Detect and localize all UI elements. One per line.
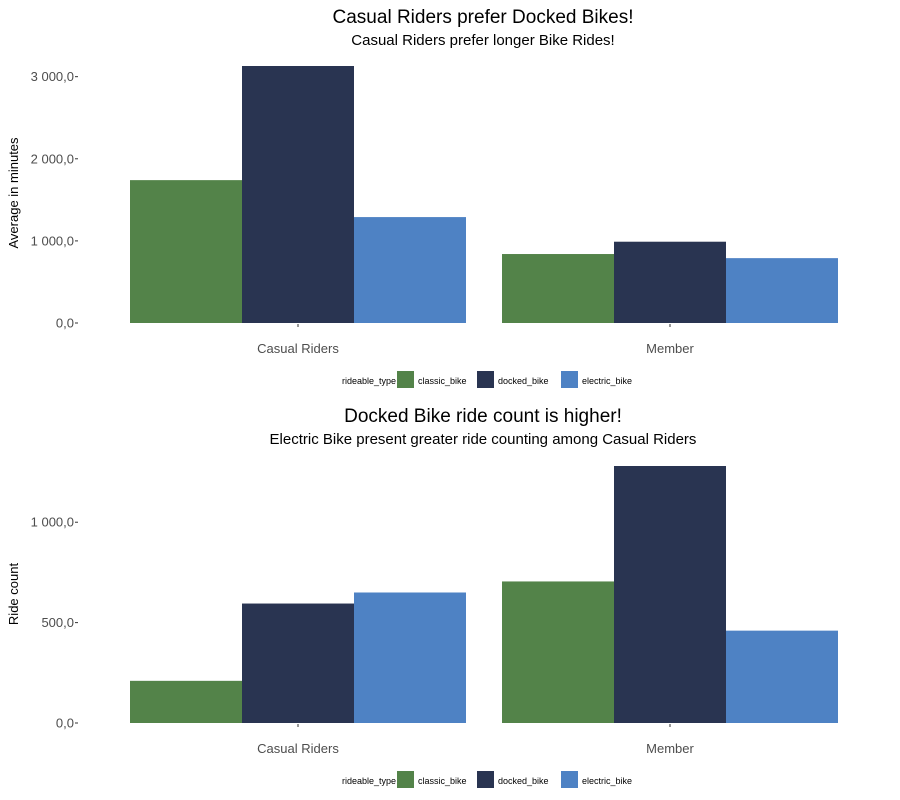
- chart-1-bar-member-electric-bike: [726, 258, 838, 323]
- chart-2-subtitle: Electric Bike present greater ride count…: [270, 431, 697, 448]
- chart-2-bars: [130, 466, 838, 723]
- chart-1-y-axis-label: Average in minutes: [6, 137, 21, 249]
- chart-1-bar-member-docked-bike: [614, 241, 726, 323]
- chart-2-bar-member-electric-bike: [726, 630, 838, 723]
- chart-2-x-tick-label-casual-riders: Casual Riders: [257, 741, 339, 756]
- chart-1-legend-label-electric-bike: electric_bike: [582, 376, 632, 386]
- chart-2-legend-key-electric-bike: [561, 771, 578, 788]
- chart-2-bar-casual-riders-docked-bike: [242, 603, 354, 723]
- chart-1-bar-casual-riders-classic-bike: [130, 180, 242, 323]
- chart-2-title: Docked Bike ride count is higher!: [344, 406, 622, 427]
- chart-2: Docked Bike ride count is higher! Electr…: [6, 406, 838, 788]
- chart-1-subtitle: Casual Riders prefer longer Bike Rides!: [351, 32, 614, 49]
- chart-2-bar-casual-riders-classic-bike: [130, 680, 242, 723]
- chart-1-legend-label-docked-bike: docked_bike: [498, 376, 549, 386]
- chart-1-legend-key-electric-bike: [561, 371, 578, 388]
- chart-2-bar-casual-riders-electric-bike: [354, 592, 466, 723]
- chart-1-x-tick-label-member: Member: [646, 341, 694, 356]
- chart-2-legend-label-docked-bike: docked_bike: [498, 776, 549, 786]
- chart-1-legend-label-classic-bike: classic_bike: [418, 376, 467, 386]
- chart-2-y-axis-label: Ride count: [6, 563, 21, 626]
- chart-2-x-ticks: Casual Riders Member: [257, 724, 695, 756]
- chart-2-legend-key-docked-bike: [477, 771, 494, 788]
- chart-1-y-tick-label: 0,0: [56, 316, 74, 331]
- chart-2-legend-title: rideable_type: [342, 776, 396, 786]
- chart-1-y-tick-label: 3 000,0: [31, 69, 74, 84]
- chart-2-legend-label-electric-bike: electric_bike: [582, 776, 632, 786]
- chart-2-y-tick-label: 500,0: [41, 615, 74, 630]
- chart-2-legend-key-classic-bike: [397, 771, 414, 788]
- chart-1-y-ticks: 0,0 1 000,0 2 000,0 3 000,0: [31, 69, 78, 331]
- chart-1-x-tick-label-casual-riders: Casual Riders: [257, 341, 339, 356]
- chart-2-legend-label-classic-bike: classic_bike: [418, 776, 467, 786]
- chart-1-bar-member-classic-bike: [502, 254, 614, 323]
- chart-2-bar-member-classic-bike: [502, 581, 614, 723]
- chart-1: Casual Riders prefer Docked Bikes! Casua…: [6, 7, 838, 388]
- chart-2-y-tick-label: 1 000,0: [31, 515, 74, 530]
- chart-1-title: Casual Riders prefer Docked Bikes!: [333, 7, 634, 28]
- chart-1-bar-casual-riders-docked-bike: [242, 66, 354, 323]
- chart-1-legend-key-classic-bike: [397, 371, 414, 388]
- chart-2-legend: rideable_type classic_bike docked_bike e…: [342, 771, 632, 788]
- chart-1-bar-casual-riders-electric-bike: [354, 217, 466, 323]
- chart-1-x-ticks: Casual Riders Member: [257, 324, 695, 356]
- chart-2-x-tick-label-member: Member: [646, 741, 694, 756]
- chart-1-legend-key-docked-bike: [477, 371, 494, 388]
- chart-2-y-ticks: 0,0 500,0 1 000,0: [31, 515, 78, 731]
- chart-1-y-tick-label: 2 000,0: [31, 151, 74, 166]
- chart-1-legend-title: rideable_type: [342, 376, 396, 386]
- chart-1-y-tick-label: 1 000,0: [31, 233, 74, 248]
- chart-2-bar-member-docked-bike: [614, 466, 726, 723]
- chart-1-legend: rideable_type classic_bike docked_bike e…: [342, 371, 632, 388]
- chart-2-y-tick-label: 0,0: [56, 716, 74, 731]
- chart-1-bars: [130, 66, 838, 323]
